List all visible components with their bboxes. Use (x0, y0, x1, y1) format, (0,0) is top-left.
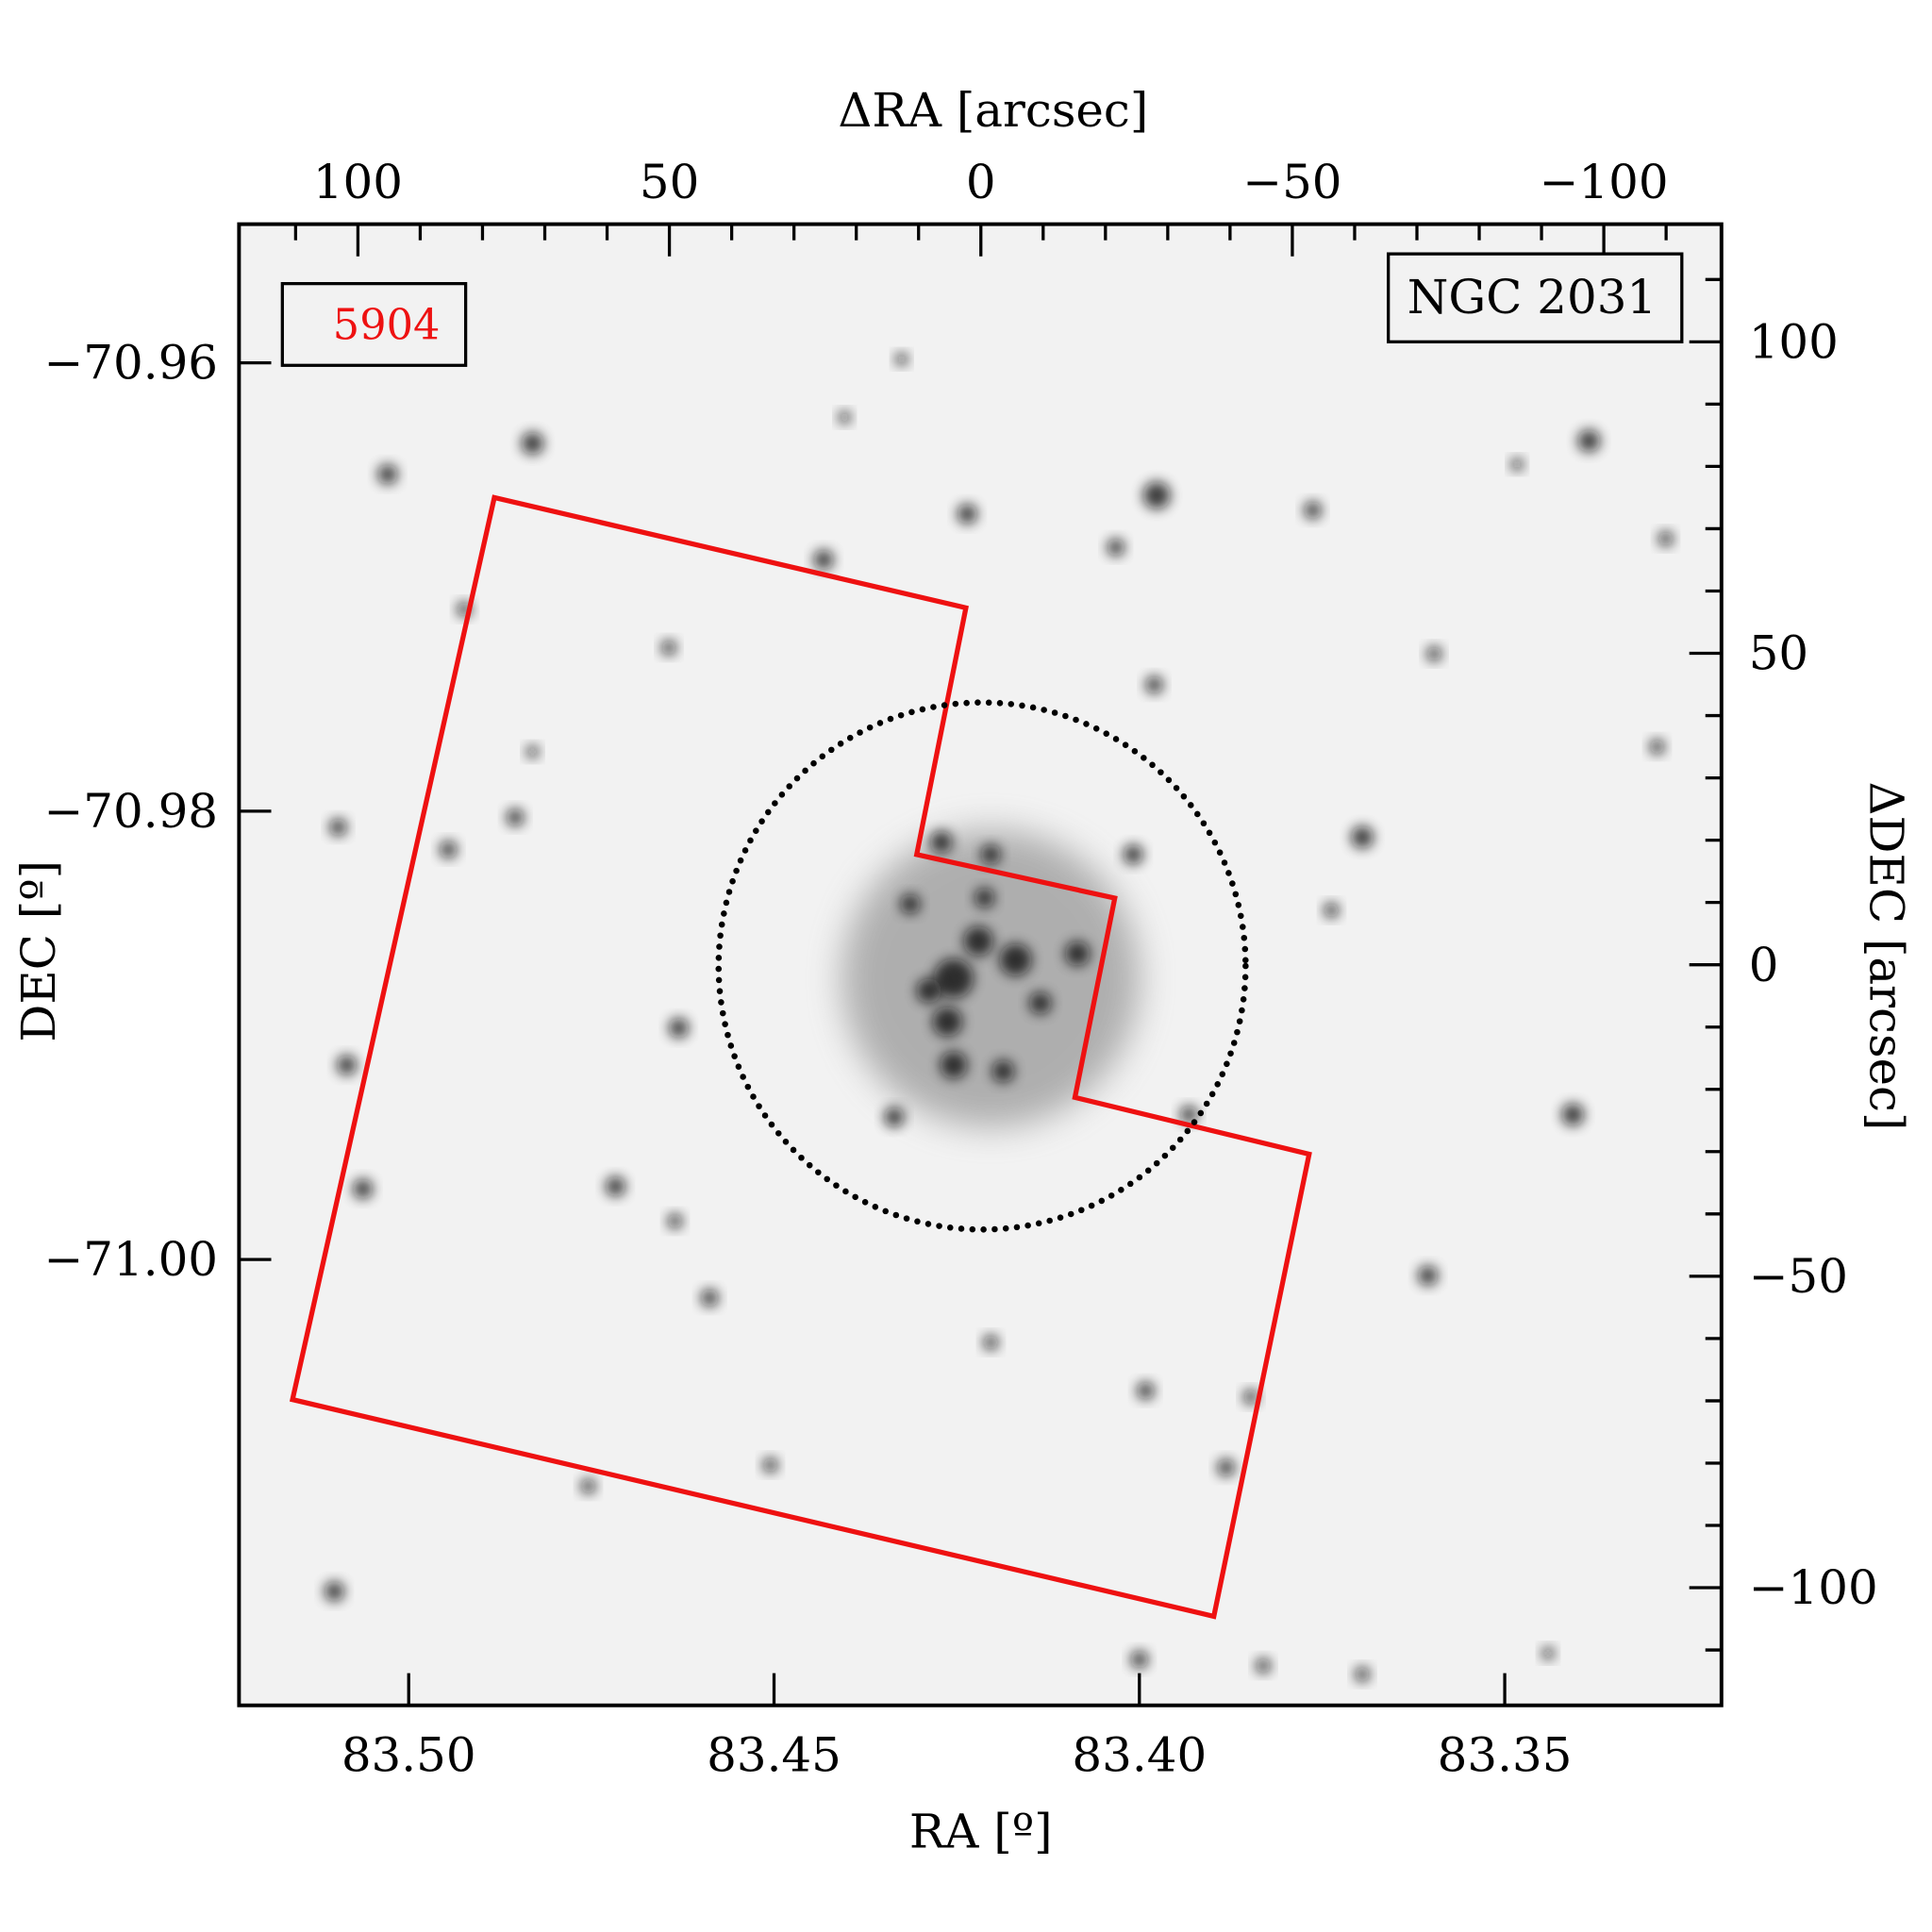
star (1180, 1106, 1198, 1124)
object-label: NGC 2031 (1407, 270, 1657, 325)
star (980, 844, 1001, 865)
star (1142, 481, 1171, 509)
star (1107, 539, 1125, 557)
field-label: 5904 (333, 301, 441, 350)
star (916, 978, 941, 1004)
star (1217, 1458, 1235, 1476)
star (701, 1289, 719, 1307)
star (1355, 1667, 1370, 1682)
star (991, 1059, 1015, 1083)
top-axis-label: ΔRA [arcsec] (838, 83, 1148, 138)
top-tick-label: 0 (966, 155, 996, 209)
bottom-axis-label: RA [º] (909, 1805, 1053, 1859)
star (1324, 903, 1340, 918)
star (1243, 1389, 1258, 1405)
bottom-tick-label: 83.45 (707, 1727, 841, 1782)
star (337, 1055, 358, 1075)
cluster-glow (841, 829, 1140, 1127)
right-tick-label: −100 (1749, 1560, 1878, 1615)
axis-ticks (239, 224, 1722, 1706)
star (324, 1581, 344, 1602)
star (963, 925, 993, 957)
top-tick-label: −50 (1242, 155, 1341, 209)
star (762, 1457, 778, 1473)
left-tick-label: −70.96 (43, 336, 218, 391)
star (668, 1018, 689, 1039)
star (1123, 844, 1143, 865)
bottom-tick-label: 83.35 (1438, 1727, 1573, 1782)
star (440, 841, 458, 858)
sky-image (239, 224, 1722, 1706)
star (521, 432, 544, 455)
star (1561, 1103, 1585, 1126)
star (1256, 1657, 1271, 1674)
star (1657, 531, 1674, 546)
field-label-box (280, 281, 468, 367)
star (1028, 991, 1052, 1015)
star (940, 1051, 968, 1079)
star (329, 818, 347, 837)
star (525, 745, 540, 758)
left-tick-label: −71.00 (43, 1232, 218, 1287)
star (580, 1478, 596, 1494)
star (957, 504, 977, 525)
star-field (324, 353, 1674, 1682)
right-tick-label: 50 (1749, 626, 1808, 681)
star (895, 353, 908, 366)
star (983, 1335, 999, 1350)
star (1065, 941, 1091, 966)
star (605, 1176, 625, 1197)
footprint-polygon (289, 494, 1312, 1620)
top-tick-label: −100 (1540, 155, 1669, 209)
right-tick-label: −50 (1749, 1249, 1848, 1304)
bottom-tick-label: 83.50 (341, 1727, 476, 1782)
star (1304, 501, 1322, 520)
star (900, 893, 921, 914)
star (974, 888, 995, 908)
star (667, 1213, 683, 1229)
right-axis-label: ΔDEC [arcsec] (1858, 782, 1913, 1131)
bottom-tick-label: 83.40 (1072, 1727, 1207, 1782)
star (929, 830, 953, 854)
star (661, 640, 676, 656)
top-tick-label: 50 (640, 155, 699, 209)
star (1426, 646, 1442, 662)
star (813, 549, 834, 570)
star (377, 464, 398, 485)
star (1351, 825, 1374, 849)
star (884, 1107, 905, 1127)
star (1649, 739, 1665, 755)
cluster-radius-circle (715, 699, 1249, 1233)
star (353, 1178, 374, 1199)
star (1577, 429, 1601, 453)
left-tick-label: −70.98 (43, 784, 218, 839)
object-label-box (1387, 252, 1684, 343)
right-tick-label: 100 (1749, 314, 1839, 369)
left-axis-label: DEC [º] (11, 860, 66, 1042)
star (506, 808, 525, 826)
star (1137, 1382, 1155, 1400)
star (1418, 1265, 1439, 1286)
star (838, 410, 851, 424)
star (1510, 458, 1524, 471)
top-tick-label: 100 (313, 155, 403, 209)
right-tick-label: 0 (1749, 938, 1779, 992)
star (933, 958, 974, 999)
star (932, 1007, 963, 1037)
star (1145, 675, 1163, 694)
star (999, 943, 1032, 976)
star (1541, 1647, 1555, 1660)
star (1130, 1650, 1148, 1669)
